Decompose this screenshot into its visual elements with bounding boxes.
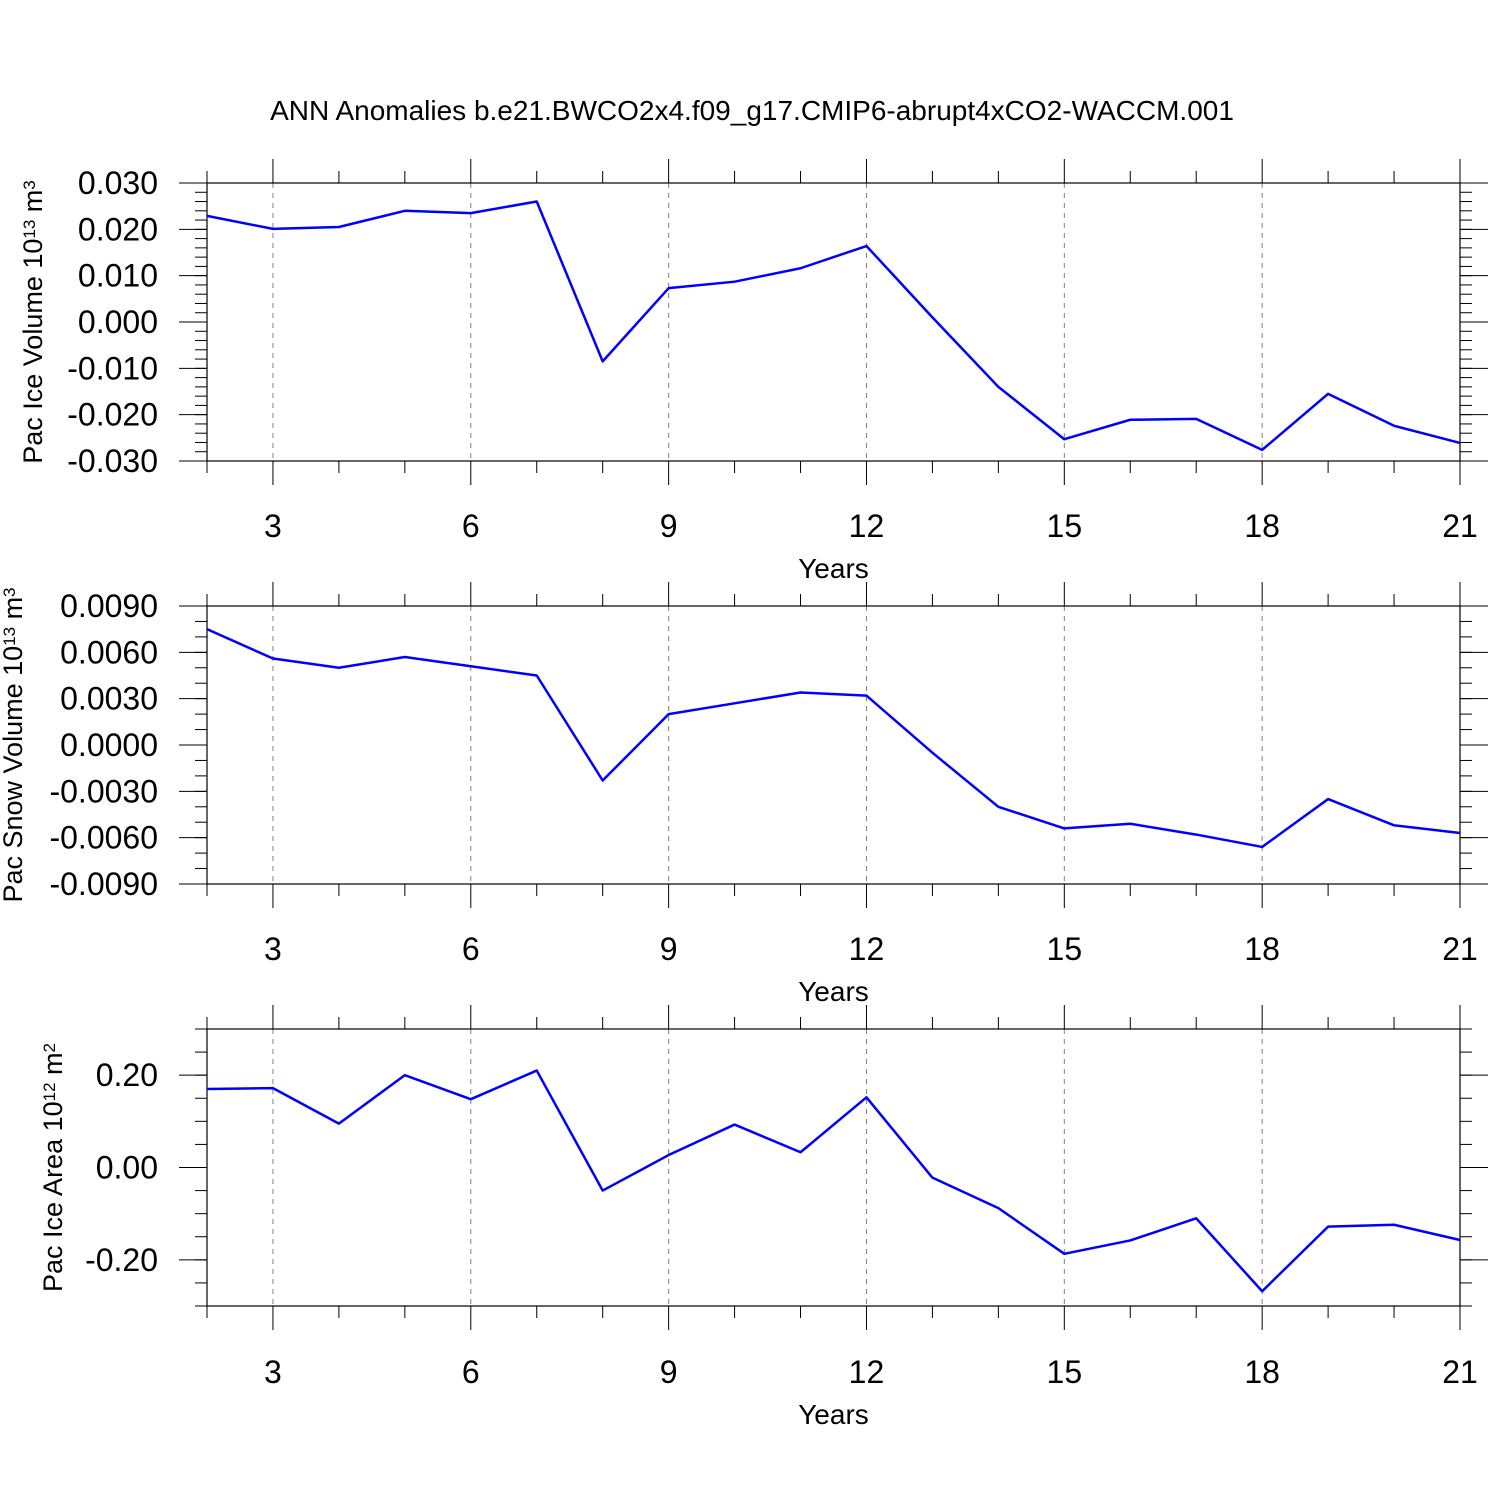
panel-1-plot-frame (206, 182, 1461, 462)
panel-3-series-line (206, 1069, 1461, 1293)
panel-2-y-tick-label: -0.0090 (49, 866, 158, 902)
panel-1-x-tick-label: 15 (1047, 508, 1083, 544)
panel-2-y-tick-label: -0.0060 (49, 820, 158, 856)
panel-2-x-tick-label: 9 (660, 931, 678, 967)
panel-2-x-tick-label: 12 (849, 931, 885, 967)
panel-3-x-tick-label: 15 (1047, 1354, 1083, 1390)
panel-3-x-tick-label: 9 (660, 1354, 678, 1390)
panel-3-y-tick-label: -0.20 (85, 1242, 158, 1278)
panel-1-x-tick-label: 21 (1442, 508, 1478, 544)
panel-1-x-axis-label: Years (798, 553, 869, 584)
panel-1-y-tick-label: -0.010 (67, 350, 158, 386)
panel-1-y-tick-label: -0.020 (67, 397, 158, 433)
panel-1-y-tick-label: 0.030 (78, 165, 158, 201)
panel-1-x-tick-label: 18 (1244, 508, 1280, 544)
panel-2-y-tick-label: -0.0030 (49, 773, 158, 809)
chart-title: ANN Anomalies b.e21.BWCO2x4.f09_g17.CMIP… (270, 95, 1234, 126)
panel-2-y-tick-label: 0.0060 (60, 634, 158, 670)
panel-2-x-axis-label: Years (798, 976, 869, 1007)
panel-2-x-tick-label: 15 (1047, 931, 1083, 967)
panel-3-y-axis-label: Pac Ice Area 1012 m2 (38, 1043, 68, 1292)
panel-2-plot-frame (206, 605, 1461, 885)
panel-1-series-line (206, 200, 1461, 452)
panel-3-x-tick-label: 3 (264, 1354, 282, 1390)
panel-2-series-line (206, 628, 1461, 849)
panel-1-x-tick-label: 6 (462, 508, 480, 544)
panel-2-x-tick-label: 21 (1442, 931, 1478, 967)
panel-1-y-tick-label: 0.000 (78, 304, 158, 340)
panel-1-y-axis-label: Pac Ice Volume 1013 m3 (18, 180, 48, 464)
panel-1-x-tick-label: 3 (264, 508, 282, 544)
panel-2-y-tick-label: 0.0030 (60, 681, 158, 717)
panel-2-x-tick-label: 6 (462, 931, 480, 967)
panel-1-y-tick-label: -0.030 (67, 443, 158, 479)
panel-1-x-tick-label: 12 (849, 508, 885, 544)
panel-3-x-tick-label: 21 (1442, 1354, 1478, 1390)
panel-1-y-tick-label: 0.020 (78, 211, 158, 247)
panel-3-x-axis-label: Years (798, 1399, 869, 1430)
panel-3-y-tick-label: 0.20 (96, 1057, 158, 1093)
panel-3-x-tick-label: 18 (1244, 1354, 1280, 1390)
panel-2-y-tick-label: 0.0000 (60, 727, 158, 763)
panel-3-x-tick-label: 12 (849, 1354, 885, 1390)
panel-3-y-tick-label: 0.00 (96, 1150, 158, 1186)
panel-2-x-tick-label: 18 (1244, 931, 1280, 967)
panel-3-plot-frame (206, 1028, 1461, 1307)
panel-1-x-tick-label: 9 (660, 508, 678, 544)
panel-2-y-axis-label: Pac Snow Volume 1013 m3 (0, 587, 28, 902)
panel-2-x-tick-label: 3 (264, 931, 282, 967)
panel-1-y-tick-label: 0.010 (78, 258, 158, 294)
panel-2-y-tick-label: 0.0090 (60, 588, 158, 624)
panel-3-x-tick-label: 6 (462, 1354, 480, 1390)
